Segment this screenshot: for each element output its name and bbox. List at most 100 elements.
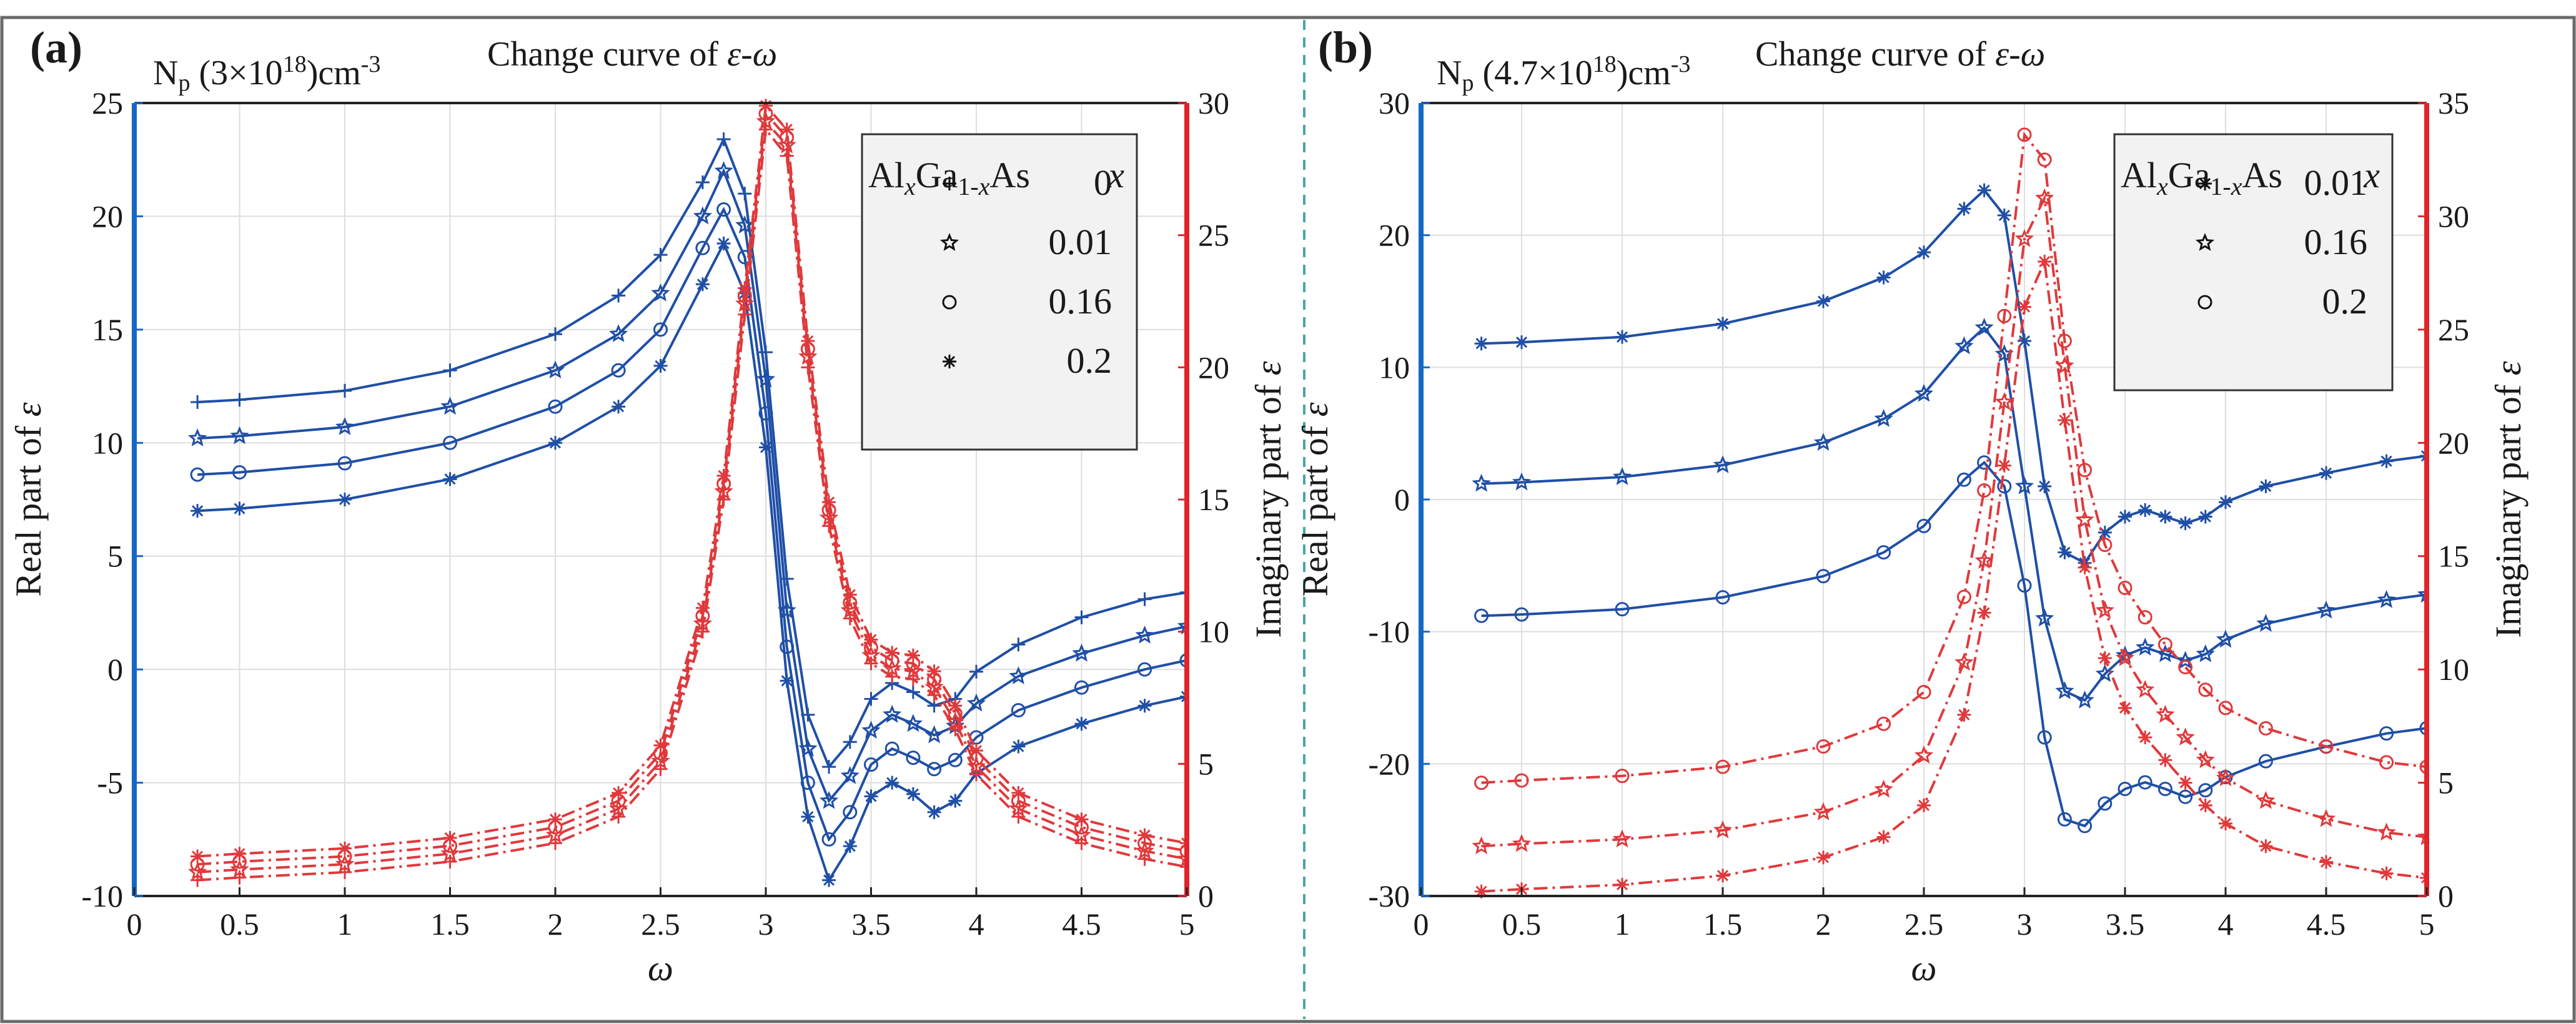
data-point — [695, 175, 710, 189]
data-point — [1914, 383, 1934, 402]
data-point — [884, 741, 899, 756]
data-point — [1997, 458, 2011, 473]
data-point — [1472, 836, 1491, 855]
data-point — [335, 854, 355, 873]
data-point — [906, 648, 920, 662]
data-point — [191, 504, 205, 518]
legend-marker-icon — [2195, 233, 2215, 251]
data-point — [822, 495, 836, 510]
data-point — [2218, 701, 2233, 716]
data-point — [2178, 660, 2193, 675]
data-point — [948, 752, 963, 767]
data-point — [2196, 644, 2215, 662]
data-point — [780, 674, 794, 688]
legend-value: 0.2 — [1067, 340, 1112, 381]
data-point — [716, 236, 731, 250]
data-point — [924, 677, 944, 696]
data-point — [2055, 356, 2074, 374]
data-point — [735, 215, 755, 234]
data-point — [821, 832, 836, 847]
x-tick-label: 1 — [1615, 907, 1630, 942]
legend-entry: ✳ 0.01 — [2198, 162, 2367, 203]
data-point — [798, 347, 818, 365]
series-line — [197, 206, 1187, 842]
x-tick-label: 3 — [2017, 907, 2033, 942]
data-point — [2158, 510, 2172, 524]
data-point — [864, 789, 878, 804]
data-point — [927, 762, 942, 777]
data-point — [1180, 836, 1187, 850]
data-point — [1974, 317, 1994, 336]
data-point — [2417, 584, 2427, 603]
x-tick-label: 2 — [1816, 907, 1831, 942]
data-point — [338, 493, 352, 506]
y-tick-label: 20 — [92, 199, 123, 234]
data-point — [338, 383, 352, 398]
data-point — [695, 277, 710, 292]
x-tick-label: 4 — [2218, 907, 2234, 942]
data-point — [1816, 739, 1831, 754]
series-line — [1481, 325, 2427, 702]
data-point — [2057, 333, 2072, 348]
data-point — [2319, 739, 2334, 754]
data-point — [2037, 730, 2052, 745]
data-point — [843, 805, 858, 820]
panel-a: (a) Np (3×1018)cm-3 Change curve of ε-ω … — [8, 22, 1289, 988]
data-point — [2156, 704, 2175, 723]
data-point — [612, 400, 626, 414]
legend-marker-icon — [939, 233, 959, 251]
x-tick-label: 4 — [969, 907, 984, 942]
y2-tick-label: 20 — [2438, 425, 2469, 460]
data-point — [2419, 721, 2427, 736]
data-point — [611, 363, 626, 378]
panel-label: (b) — [1318, 22, 1373, 72]
series-line — [197, 111, 1187, 866]
y-tick-label: 10 — [1379, 350, 1410, 385]
data-point — [2038, 255, 2052, 268]
data-point — [232, 847, 247, 861]
data-point — [2379, 726, 2394, 741]
data-point — [906, 685, 920, 699]
data-point — [1074, 812, 1089, 827]
data-point — [1177, 849, 1187, 867]
data-point — [1011, 739, 1026, 754]
legend: AlxGa1-xAs x+ 0 ☆ 0.01 ○ 0.16 ✳ 0.2 — [861, 133, 1138, 451]
doping-density-label: Np (3×1018)cm-3 — [153, 51, 380, 96]
data-point — [927, 805, 941, 819]
x-tick-label: 0.5 — [220, 907, 259, 942]
x-axis-label: ω — [648, 948, 673, 988]
data-point — [1180, 689, 1187, 704]
data-point — [1074, 610, 1089, 624]
data-point — [1876, 716, 1891, 731]
y-tick-label: -20 — [1368, 746, 1410, 781]
data-point — [1512, 472, 1532, 491]
x-tick-label: 2.5 — [641, 907, 680, 942]
data-point — [2136, 679, 2155, 698]
data-point — [545, 360, 565, 379]
legend-marker-symbol: ○ — [938, 281, 960, 322]
data-point — [609, 799, 628, 817]
series-line — [197, 167, 1187, 804]
data-point — [843, 839, 857, 854]
y-tick-label: 10 — [92, 425, 123, 460]
data-point — [2219, 495, 2232, 510]
y-tick-label: 30 — [1379, 86, 1410, 121]
data-point — [1954, 652, 1974, 671]
data-point — [2017, 578, 2032, 593]
data-point — [2259, 839, 2273, 854]
x-tick-label: 5 — [2419, 907, 2435, 942]
legend-marker-icon — [943, 355, 956, 368]
chart-title: Change curve of ε-ω — [487, 35, 777, 74]
panel-label: (a) — [30, 22, 82, 72]
data-point — [653, 248, 668, 262]
panel-b: (b) Np (4.7×1018)cm-3 Change curve of ε-… — [1295, 22, 2529, 988]
data-point — [2118, 510, 2132, 524]
data-point — [695, 240, 710, 255]
data-point — [1954, 336, 1974, 355]
y-axis-label: Real part of ε — [1295, 402, 1335, 596]
data-point — [966, 693, 986, 712]
data-point — [335, 417, 355, 435]
y2-tick-label: 15 — [1198, 482, 1229, 517]
data-point — [1716, 317, 1730, 331]
